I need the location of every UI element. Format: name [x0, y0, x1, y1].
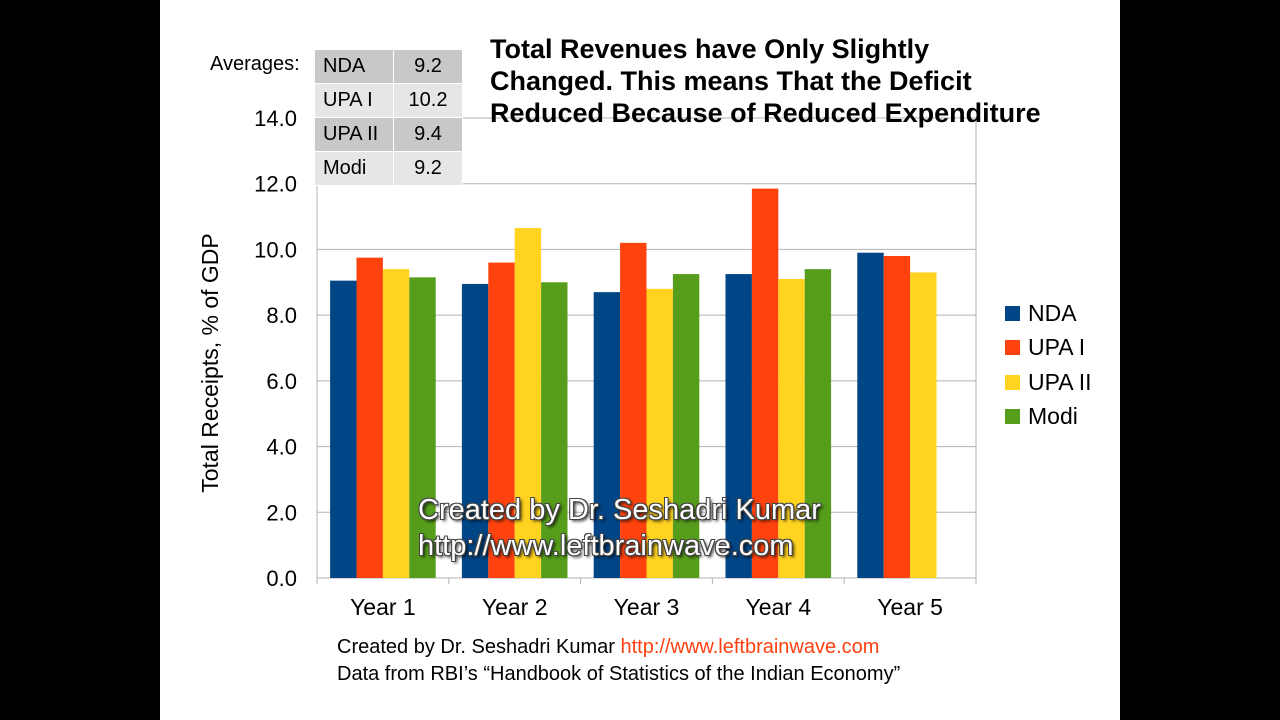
- legend-item-upa-ii: UPA II: [1005, 365, 1092, 400]
- legend-label: UPA I: [1028, 334, 1086, 361]
- averages-name: Modi: [314, 151, 394, 186]
- bar: [356, 257, 383, 578]
- bar: [488, 262, 515, 578]
- title-line: Changed. This means That the Deficit: [490, 66, 972, 96]
- bar: [725, 274, 752, 578]
- bar: [593, 292, 621, 578]
- x-tick-label: Year 2: [482, 594, 548, 620]
- footer-source: Data from RBI’s “Handbook of Statistics …: [337, 663, 901, 685]
- watermark-line: Created by Dr. Seshadri Kumar: [418, 494, 821, 526]
- bar: [751, 188, 779, 578]
- bar: [883, 256, 911, 578]
- bar: [620, 242, 647, 578]
- x-tick-label: Year 4: [745, 594, 811, 620]
- title-line: Reduced Because of Reduced Expenditure: [490, 98, 1041, 128]
- averages-row: UPA I 10.2: [314, 83, 463, 118]
- legend-swatch: [1005, 305, 1020, 321]
- bar: [382, 269, 410, 578]
- averages-table: NDA 9.2 UPA I 10.2 UPA II 9.4 Modi 9.2: [314, 49, 463, 186]
- bar: [857, 252, 884, 578]
- bar: [672, 274, 700, 578]
- y-axis-label: Total Receipts, % of GDP: [197, 233, 223, 493]
- legend-item-modi: Modi: [1005, 400, 1092, 435]
- averages-value: 9.4: [393, 117, 463, 152]
- bar: [804, 269, 832, 578]
- title-line: Total Revenues have Only Slightly: [490, 34, 930, 64]
- y-tick-label: 0.0: [266, 566, 297, 591]
- averages-row: UPA II 9.4: [314, 117, 463, 152]
- bar: [646, 288, 673, 578]
- legend-swatch: [1005, 340, 1020, 356]
- y-tick-label: 10.0: [254, 237, 297, 262]
- bar: [330, 280, 357, 578]
- x-tick-label: Year 1: [350, 594, 416, 620]
- bar: [778, 279, 805, 578]
- averages-value: 9.2: [393, 49, 463, 84]
- y-tick-label: 6.0: [266, 369, 297, 394]
- legend-swatch: [1005, 374, 1020, 390]
- bar: [461, 283, 489, 578]
- legend-label: Modi: [1028, 403, 1078, 430]
- legend-swatch: [1005, 409, 1020, 425]
- bar-chart: 0.0 2.0 4.0 6.0 8.0 10.0 12.0 14.0 Year 1 Year 2 Y…: [197, 106, 977, 620]
- y-tick-label: 4.0: [266, 435, 297, 460]
- footer: Created by Dr. Seshadri Kumar http://www…: [337, 634, 900, 688]
- footer-link[interactable]: http://www.leftbrainwave.com: [620, 636, 880, 658]
- averages-row: Modi 9.2: [314, 151, 463, 186]
- x-tick-label: Year 5: [877, 594, 943, 620]
- footer-credit-line: Created by Dr. Seshadri Kumar http://www…: [337, 634, 900, 661]
- legend-label: NDA: [1028, 299, 1077, 326]
- slide: 0.0 2.0 4.0 6.0 8.0 10.0 12.0 14.0 Year 1 Year 2 Y…: [160, 0, 1120, 720]
- averages-row: NDA 9.2: [314, 49, 463, 84]
- averages-name: UPA I: [314, 83, 394, 118]
- footer-credit: Created by Dr. Seshadri Kumar: [337, 636, 621, 658]
- averages-label: Averages:: [210, 53, 300, 75]
- legend-label: UPA II: [1028, 368, 1092, 395]
- x-tick-label: Year 3: [614, 594, 680, 620]
- watermark-line: http://www.leftbrainwave.com: [418, 530, 794, 562]
- averages-name: NDA: [314, 49, 394, 84]
- bar: [541, 282, 568, 578]
- chart-legend: NDA UPA I UPA II Modi: [1005, 296, 1092, 434]
- averages-value: 10.2: [393, 83, 463, 118]
- legend-item-upa-i: UPA I: [1005, 331, 1092, 366]
- averages-name: UPA II: [314, 117, 394, 152]
- chart-title: Total Revenues have Only Slightly Change…: [490, 33, 1110, 129]
- bar: [514, 228, 542, 579]
- y-tick-label: 12.0: [254, 172, 297, 197]
- y-tick-label: 8.0: [266, 303, 297, 328]
- y-tick-label: 2.0: [266, 500, 297, 525]
- legend-item-nda: NDA: [1005, 296, 1092, 331]
- y-tick-label: 14.0: [254, 106, 297, 131]
- watermark: Created by Dr. Seshadri Kumar http://www…: [418, 492, 821, 564]
- bar: [910, 272, 937, 578]
- averages-value: 9.2: [393, 151, 463, 186]
- bar: [409, 277, 436, 578]
